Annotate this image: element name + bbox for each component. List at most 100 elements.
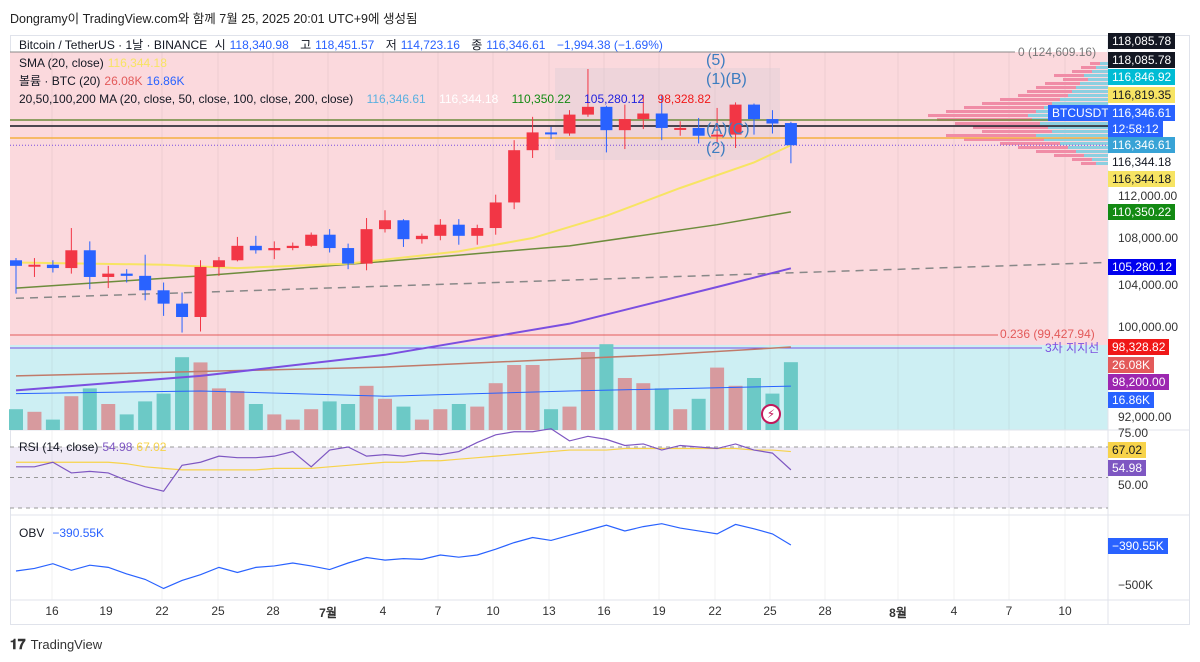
volume-profile-bar xyxy=(1027,90,1072,93)
volume-profile-bar xyxy=(973,126,1048,129)
volume-profile-bar xyxy=(1018,94,1068,97)
volume-bar xyxy=(156,393,171,430)
ma-legend[interactable]: 20,50,100,200 MA (20, close, 50, close, … xyxy=(19,92,715,106)
ma-value: 98,328.82 xyxy=(657,92,711,106)
candle-body xyxy=(268,248,281,251)
volume-profile-bar xyxy=(1084,74,1108,77)
low-label: 저 xyxy=(385,38,397,52)
volume-legend[interactable]: 볼륨 · BTC (20) 26.08K 16.86K xyxy=(19,74,189,88)
volume-bar xyxy=(119,414,134,430)
rsi-signal-value: 67.02 xyxy=(136,440,167,454)
volume-bar xyxy=(9,409,23,430)
price-label: 26.08K xyxy=(1108,357,1155,373)
wave-label: (5) xyxy=(706,52,726,69)
time-tick: 13 xyxy=(542,604,556,618)
candle-body xyxy=(545,132,558,135)
sma-legend[interactable]: SMA (20, close) 116,344.18 xyxy=(19,56,171,70)
volume-profile-bar xyxy=(1100,62,1108,65)
time-tick: 4 xyxy=(950,604,958,618)
volume-bar xyxy=(304,409,319,430)
time-tick: 16 xyxy=(45,604,59,618)
volume-profile-bar xyxy=(1072,70,1092,73)
volume-bar xyxy=(45,419,60,430)
candle-body xyxy=(139,275,152,291)
volume-bar xyxy=(544,409,559,430)
tradingview-logo[interactable]: 𝟏𝟕 TradingView xyxy=(10,636,103,652)
candle-body xyxy=(65,250,78,269)
candle-body xyxy=(581,106,594,115)
volume-profile-bar xyxy=(982,130,1052,133)
time-tick: 10 xyxy=(486,604,500,618)
volume-bar xyxy=(82,388,97,430)
open-value: 118,340.98 xyxy=(229,38,289,52)
volume-bar xyxy=(617,378,632,430)
volume-bar xyxy=(673,409,688,430)
price-label: 116,819.35 xyxy=(1108,87,1176,103)
candle-body xyxy=(360,229,373,264)
support-label: 3차 지지선 xyxy=(1045,341,1100,355)
volume-bar xyxy=(525,365,540,430)
candle-body xyxy=(674,127,687,130)
volume-profile-bar xyxy=(1060,98,1108,101)
time-tick: 7월 xyxy=(319,606,337,620)
rsi-legend[interactable]: RSI (14, close) 54.98 67.02 xyxy=(19,440,170,454)
symbol-tag: BTCUSDT xyxy=(1048,105,1113,121)
volume-bar xyxy=(507,365,522,430)
time-tick: 19 xyxy=(652,604,666,618)
volume-bar xyxy=(64,396,79,430)
price-label: 116,346.61 xyxy=(1108,105,1176,121)
volume-profile-bar xyxy=(1040,122,1108,125)
price-label: 98,328.82 xyxy=(1108,339,1170,355)
price-label: 116,344.18 xyxy=(1108,154,1176,170)
lightning-icon[interactable]: ⚡ xyxy=(761,404,781,424)
volume-bar xyxy=(488,383,503,430)
volume-bar xyxy=(562,406,577,430)
volume-profile-bar xyxy=(1096,66,1108,69)
price-tick: 100,000.00 xyxy=(1118,320,1179,334)
volume-bar xyxy=(433,409,448,430)
volume-profile-bar xyxy=(955,122,1040,125)
time-tick: 7 xyxy=(1005,604,1013,618)
ma200-line xyxy=(15,346,791,377)
volume-profile-bar xyxy=(1048,126,1108,129)
price-label: 116,346.61 xyxy=(1108,137,1176,153)
candle-body xyxy=(342,248,355,264)
symbol-name[interactable]: Bitcoin / TetherUS · 1날 · BINANCE xyxy=(19,38,208,52)
candle-body xyxy=(46,264,59,269)
volume-profile-bar xyxy=(1072,90,1108,93)
ma-value: 116,344.18 xyxy=(439,92,499,106)
obv-value: −390.55K xyxy=(52,526,105,540)
volume-profile-bar xyxy=(1080,82,1108,85)
candle-body xyxy=(452,224,465,236)
ma-value: 110,350.22 xyxy=(511,92,571,106)
volume-profile-bar xyxy=(1090,62,1100,65)
candle-body xyxy=(526,132,539,151)
price-label: 98,200.00 xyxy=(1108,374,1170,390)
obv-legend[interactable]: OBV −390.55K xyxy=(19,526,108,540)
time-tick: 25 xyxy=(211,604,225,618)
candle-body xyxy=(711,134,724,137)
volume-profile-bar xyxy=(1036,86,1076,89)
rsi-value-label: 54.98 xyxy=(1108,460,1147,476)
volume-profile-bar xyxy=(982,102,1052,105)
rsi-signal-line xyxy=(16,447,791,471)
volume-bar xyxy=(747,378,761,430)
price-label: 105,280.12 xyxy=(1108,259,1177,275)
ma100-line xyxy=(15,267,792,392)
volume-bar xyxy=(728,385,743,430)
ma50-line xyxy=(15,211,792,289)
close-label: 종 xyxy=(471,38,483,52)
volume-profile-bar xyxy=(1044,138,1108,141)
candle-body xyxy=(212,260,225,267)
volume-profile-bar xyxy=(1045,82,1080,85)
volume-bar xyxy=(710,367,725,430)
candle-body xyxy=(655,113,668,128)
rsi-line xyxy=(16,428,792,492)
price-tick: 92,000.00 xyxy=(1118,410,1172,424)
candle-body xyxy=(231,245,244,261)
volume-bar xyxy=(322,401,337,430)
rsi-title: RSI (14, close) xyxy=(19,440,99,454)
candle-body xyxy=(434,224,447,236)
volume-bar xyxy=(654,388,669,430)
